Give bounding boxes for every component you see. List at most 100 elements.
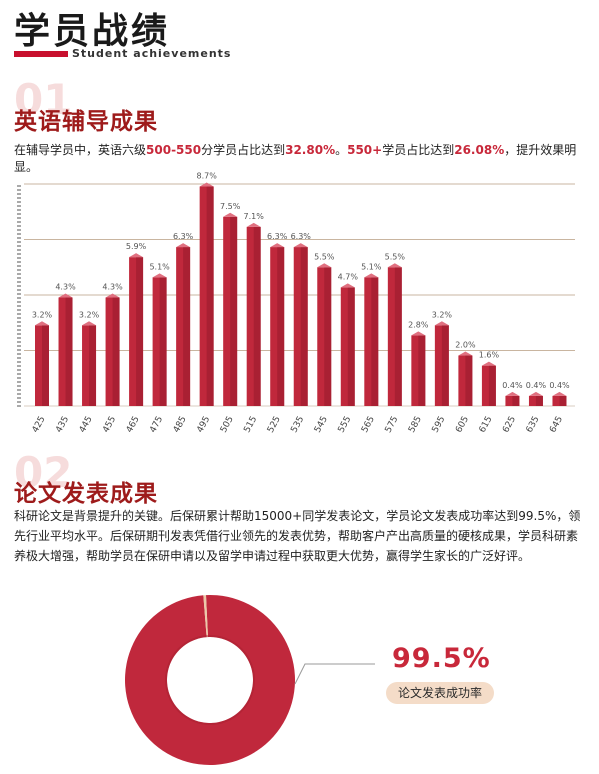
x-tick-label: 485 (172, 415, 189, 435)
bar-435 (58, 293, 73, 406)
bar-shade (159, 277, 167, 406)
bar-value-label: 1.6% (479, 351, 500, 360)
bar-value-label: 4.3% (102, 283, 123, 292)
bar-shade (418, 335, 426, 406)
bar-body (176, 247, 191, 406)
x-tick-label: 435 (54, 415, 71, 435)
bar-625 (505, 391, 520, 406)
bar-body (364, 277, 379, 406)
highlight-value: 500-550 (146, 143, 202, 157)
x-tick-label: 645 (548, 415, 565, 435)
bar-value-label: 5.5% (314, 252, 335, 261)
bar-shade (65, 297, 73, 406)
bar-value-label: 7.1% (244, 212, 265, 221)
bar-cap (105, 293, 120, 298)
bar-value-label: 3.2% (32, 310, 53, 319)
bar-body (246, 226, 261, 406)
english-score-bar-chart: 3.2%4254.3%4353.2%4454.3%4555.9%4655.1%4… (17, 172, 575, 435)
bar-body (152, 277, 167, 406)
donut-slice-other (203, 595, 208, 638)
bar-615 (481, 361, 496, 406)
bar-cap (152, 273, 167, 278)
bar-value-label: 0.4% (502, 381, 523, 390)
bar-635 (528, 391, 543, 406)
bar-515 (246, 222, 261, 406)
x-tick-label: 635 (525, 415, 542, 435)
bar-body (528, 395, 543, 406)
bar-body (317, 267, 332, 406)
success-rate-value: 99.5% (392, 643, 491, 674)
bar-575 (387, 263, 402, 406)
bar-cap (270, 243, 285, 248)
bar-cap (481, 361, 496, 366)
bar-shade (206, 186, 214, 406)
x-tick-label: 425 (31, 415, 48, 435)
bar-value-label: 0.4% (549, 381, 570, 390)
bar-495 (199, 182, 214, 406)
bar-shade (136, 257, 144, 406)
donut-slice-success (124, 595, 296, 765)
title-accent-bar (14, 51, 68, 57)
bar-465 (129, 253, 144, 406)
section-number-02: 02 (14, 448, 73, 497)
bar-cap (434, 321, 449, 326)
bar-body (82, 325, 97, 406)
bar-shade (535, 395, 543, 406)
bar-425 (35, 321, 49, 406)
x-tick-label: 455 (101, 415, 118, 435)
bar-body (340, 287, 355, 406)
chart-bars (35, 182, 567, 406)
paper-success-donut-chart (124, 595, 375, 765)
bar-body (129, 257, 144, 406)
bar-545 (317, 263, 332, 406)
bar-shade (559, 395, 567, 406)
bar-cap (82, 321, 97, 326)
description-text: 学员占比达到 (382, 143, 455, 157)
donut-inner-ring (165, 635, 255, 725)
section-title-paper: 论文发表成果 (14, 481, 158, 507)
bar-645 (552, 391, 567, 406)
x-tick-label: 445 (78, 415, 95, 435)
x-tick-label: 575 (384, 415, 401, 435)
bar-shade (112, 297, 120, 406)
bar-445 (82, 321, 97, 406)
bar-cap (387, 263, 402, 268)
bar-cap (176, 243, 191, 248)
x-tick-label: 505 (219, 415, 236, 435)
bar-505 (223, 212, 238, 406)
bar-shade (183, 247, 191, 406)
chart-y-axis-ticks (17, 185, 21, 407)
bar-value-label: 5.5% (385, 252, 406, 261)
bar-value-label: 2.8% (408, 320, 429, 329)
bar-body (387, 267, 402, 406)
bar-body (293, 247, 308, 406)
bar-cap (246, 222, 261, 227)
bar-cap (505, 391, 520, 396)
x-tick-label: 565 (360, 415, 377, 435)
description-text: 分学员占比达到 (201, 143, 286, 157)
bar-body (270, 247, 285, 406)
bar-cap (129, 253, 144, 258)
highlight-value: 32.80% (285, 143, 336, 157)
bar-value-label: 0.4% (526, 381, 547, 390)
section-body-paper: 科研论文是背景提升的关键。后保研累计帮助15000+同学发表论文，学员论文发表成… (14, 509, 581, 563)
bar-shade (488, 365, 496, 406)
bar-shade (347, 287, 355, 406)
bar-585 (411, 331, 426, 406)
description-text: 。 (335, 143, 348, 157)
bar-body (105, 297, 120, 406)
bar-value-label: 6.3% (173, 232, 194, 241)
bar-body (552, 395, 567, 406)
x-tick-label: 475 (148, 415, 165, 435)
bar-value-label: 4.3% (55, 283, 76, 292)
bar-cap (58, 293, 73, 298)
bar-shade (253, 226, 261, 406)
x-tick-label: 585 (407, 415, 424, 435)
bar-shade (89, 325, 97, 406)
bar-cap (223, 212, 238, 217)
section-title-english: 英语辅导成果 (14, 109, 158, 135)
bar-value-label: 8.7% (196, 172, 217, 181)
x-tick-label: 625 (501, 415, 518, 435)
bar-value-label: 5.9% (126, 242, 147, 251)
bar-cap (293, 243, 308, 248)
